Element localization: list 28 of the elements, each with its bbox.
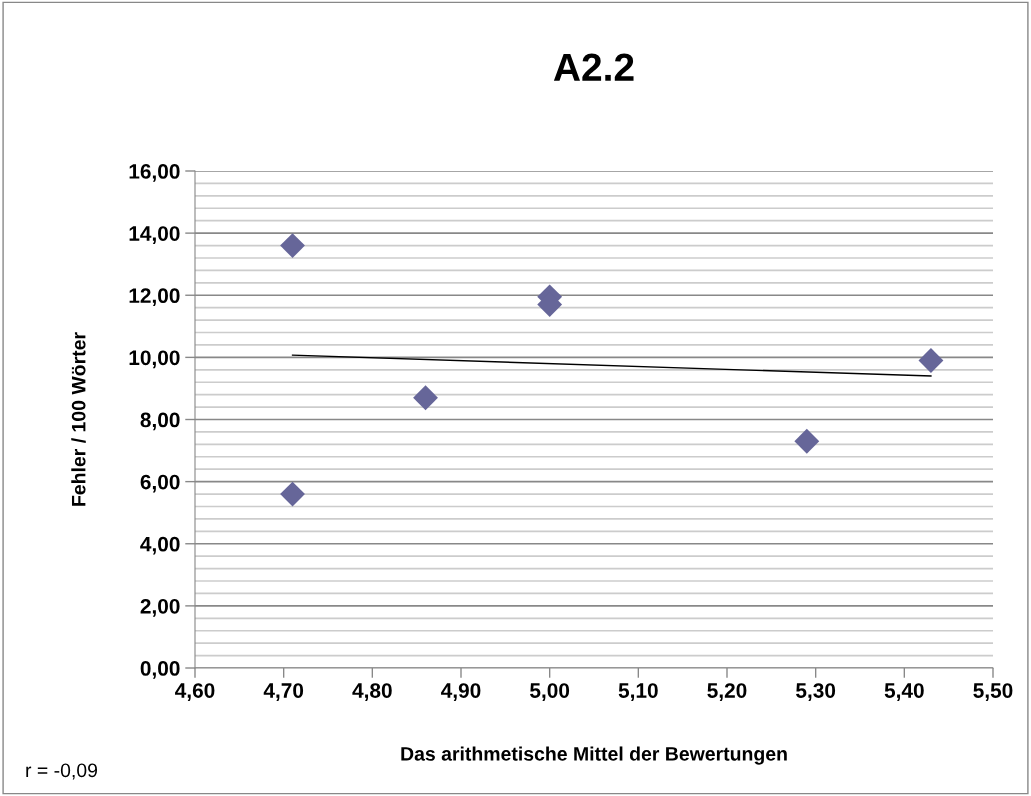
y-tick-label: 4,00 bbox=[140, 536, 180, 555]
x-axis-title: Das arithmetische Mittel der Bewertungen bbox=[401, 746, 787, 765]
y-tick-label: 8,00 bbox=[140, 412, 180, 431]
point bbox=[280, 481, 305, 507]
x-tick-label: 4,60 bbox=[175, 683, 215, 701]
text: r = -0,09 bbox=[26, 763, 98, 780]
point bbox=[794, 428, 820, 454]
x-tick-label: 5,20 bbox=[707, 683, 747, 701]
x-tick-label: 5,10 bbox=[618, 683, 658, 701]
x-tick-label: 4,90 bbox=[441, 683, 481, 701]
y-tick-label: 12,00 bbox=[129, 288, 180, 307]
chart-title: A2.2 bbox=[553, 53, 634, 81]
point bbox=[280, 233, 305, 258]
x-tick-label: 5,00 bbox=[530, 683, 570, 701]
y-tick-label: 16,00 bbox=[129, 164, 180, 182]
point bbox=[413, 385, 438, 411]
y-axis-title: Fehler / 100 Wörter bbox=[71, 332, 86, 506]
x-tick-label: 4,70 bbox=[263, 683, 304, 701]
x-tick-label: 5,50 bbox=[973, 683, 1013, 701]
y-tick-label: 0,00 bbox=[140, 661, 180, 679]
y-tick-label: 2,00 bbox=[140, 598, 180, 617]
x-tick-label: 5,30 bbox=[796, 683, 836, 701]
y-tick-label: 14,00 bbox=[129, 226, 180, 244]
y-tick-label: 6,00 bbox=[140, 474, 180, 493]
x-tick-label: 4,80 bbox=[352, 683, 392, 701]
x-tick-label: 5,40 bbox=[884, 683, 924, 701]
y-tick-label: 10,00 bbox=[129, 350, 180, 369]
point bbox=[918, 348, 944, 373]
